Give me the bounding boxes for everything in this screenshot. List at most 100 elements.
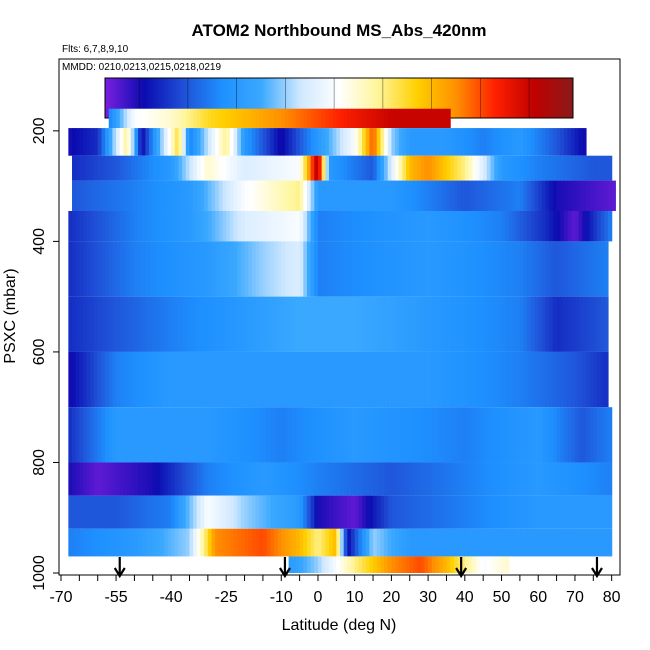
heatmap-cell — [479, 528, 484, 557]
heatmap-cell — [365, 155, 370, 181]
heatmap-cell — [464, 180, 470, 211]
heatmap-cell — [163, 241, 169, 297]
heatmap-cell — [571, 528, 576, 557]
heatmap-cell — [270, 241, 275, 297]
heatmap-cell — [424, 407, 429, 463]
heatmap-cell — [72, 241, 77, 297]
heatmap-cell — [435, 495, 440, 529]
heatmap-cell — [134, 351, 139, 408]
heatmap-cell — [600, 351, 605, 408]
heatmap-cell — [593, 155, 598, 181]
heatmap-cell — [152, 155, 158, 181]
heatmap-cell — [277, 108, 282, 129]
heatmap-cell — [273, 407, 279, 463]
heatmap-cell — [402, 108, 407, 129]
heatmap-cell — [578, 241, 583, 297]
heatmap-cell — [127, 407, 132, 463]
heatmap-cell — [284, 528, 290, 557]
heatmap-cell — [538, 180, 543, 211]
heatmap-cell — [527, 462, 532, 496]
heatmap-cell — [552, 351, 558, 408]
heatmap-cell — [156, 528, 161, 557]
heatmap-cell — [101, 495, 106, 529]
heatmap-cell — [90, 462, 95, 496]
heatmap-cell — [556, 462, 561, 496]
heatmap-cell — [167, 351, 172, 408]
heatmap-cell — [248, 495, 253, 529]
heatmap-cell — [295, 128, 301, 156]
heatmap-cell — [376, 462, 381, 496]
heatmap-cell — [582, 495, 587, 529]
heatmap-cell — [552, 528, 558, 557]
heatmap-cell — [123, 241, 128, 297]
heatmap-cell — [340, 210, 345, 242]
heatmap-cell — [567, 296, 572, 352]
heatmap-cell — [420, 241, 426, 297]
heatmap-cell — [189, 407, 194, 463]
heatmap-cell — [442, 241, 448, 297]
heatmap-cell — [292, 556, 297, 573]
heatmap-cell — [563, 462, 569, 496]
heatmap-cell — [508, 180, 514, 211]
heatmap-cell — [387, 180, 392, 211]
heatmap-cell — [402, 241, 407, 297]
heatmap-cell — [567, 210, 572, 242]
heatmap-cell — [237, 241, 242, 297]
heatmap-cell — [351, 241, 356, 297]
heatmap-cell — [97, 180, 102, 211]
heatmap-cell — [314, 351, 319, 408]
heatmap-cell — [413, 180, 418, 211]
heatmap-cell — [376, 155, 381, 181]
heatmap-cell — [262, 351, 268, 408]
heatmap-cell — [351, 210, 356, 242]
heatmap-cell — [340, 407, 345, 463]
heatmap-cell — [585, 210, 591, 242]
heatmap-cell — [314, 462, 319, 496]
heatmap-cell — [163, 351, 169, 408]
heatmap-cell — [167, 108, 172, 129]
heatmap-cell — [255, 210, 260, 242]
heatmap-cell — [295, 462, 301, 496]
heatmap-cell — [431, 351, 437, 408]
heatmap-cell — [248, 241, 253, 297]
heatmap-cell — [409, 180, 415, 211]
heatmap-cell — [314, 210, 319, 242]
heatmap-cell — [101, 407, 106, 463]
heatmap-cell — [362, 556, 367, 573]
heatmap-cell — [255, 495, 260, 529]
heatmap-cell — [108, 180, 113, 211]
heatmap-cell — [86, 241, 91, 297]
heatmap-cell — [340, 462, 345, 496]
heatmap-cell — [365, 556, 370, 573]
heatmap-cell — [464, 296, 470, 352]
heatmap-cell — [90, 296, 95, 352]
heatmap-cell — [167, 128, 172, 156]
heatmap-cell — [523, 462, 528, 496]
heatmap-cell — [189, 108, 194, 129]
heatmap-cell — [204, 210, 209, 242]
heatmap-cell — [145, 210, 150, 242]
heatmap-cell — [530, 528, 536, 557]
heatmap-cell — [549, 241, 554, 297]
heatmap-cell — [160, 462, 165, 496]
heatmap-cell — [508, 528, 514, 557]
heatmap-cell — [413, 528, 418, 557]
heatmap-cell — [116, 108, 121, 129]
heatmap-cell — [251, 108, 257, 129]
heatmap-cell — [204, 128, 209, 156]
heatmap-cell — [457, 210, 462, 242]
heatmap-cell — [563, 351, 569, 408]
heatmap-cell — [163, 210, 169, 242]
heatmap-cell — [600, 462, 605, 496]
heatmap-cell — [167, 528, 172, 557]
heatmap-cell — [420, 407, 426, 463]
heatmap-cell — [585, 407, 591, 463]
heatmap-cell — [556, 180, 561, 211]
heatmap-cell — [428, 351, 433, 408]
heatmap-cell — [428, 210, 433, 242]
heatmap-cell — [255, 351, 260, 408]
heatmap-cell — [207, 462, 213, 496]
y-tick-label: 400 — [31, 228, 48, 255]
heatmap-cell — [406, 528, 411, 557]
heatmap-cell — [218, 241, 224, 297]
